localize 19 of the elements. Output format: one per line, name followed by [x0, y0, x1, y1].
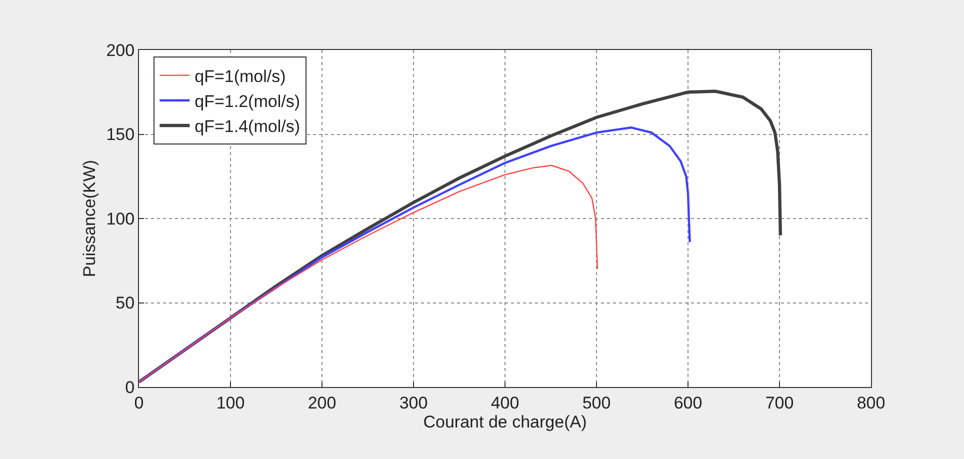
x-tick-label: 800	[856, 393, 886, 412]
x-tick-label: 400	[490, 393, 520, 412]
legend-label: qF=1(mol/s)	[194, 66, 286, 86]
y-tick-label: 0	[125, 378, 135, 397]
x-axis-title: Courant de charge(A)	[423, 412, 587, 432]
y-tick-label: 200	[106, 40, 135, 60]
x-tick-label: 700	[765, 393, 794, 412]
y-axis-title: Puissance(KW)	[80, 160, 99, 278]
line-series	[139, 164, 598, 383]
x-tick-label: 200	[308, 393, 336, 412]
y-tick-label: 50	[116, 294, 135, 313]
legend-label: qF=1.4(mol/s)	[194, 117, 300, 136]
y-tick-label: 150	[106, 125, 135, 144]
x-tick-label: 100	[216, 393, 245, 412]
x-tick-label: 500	[582, 393, 611, 412]
legend-label: qF=1.2(mol/s)	[194, 92, 300, 112]
y-tick-label: 100	[106, 209, 135, 228]
x-tick-label: 300	[399, 393, 428, 412]
x-tick-label: 600	[674, 393, 702, 412]
